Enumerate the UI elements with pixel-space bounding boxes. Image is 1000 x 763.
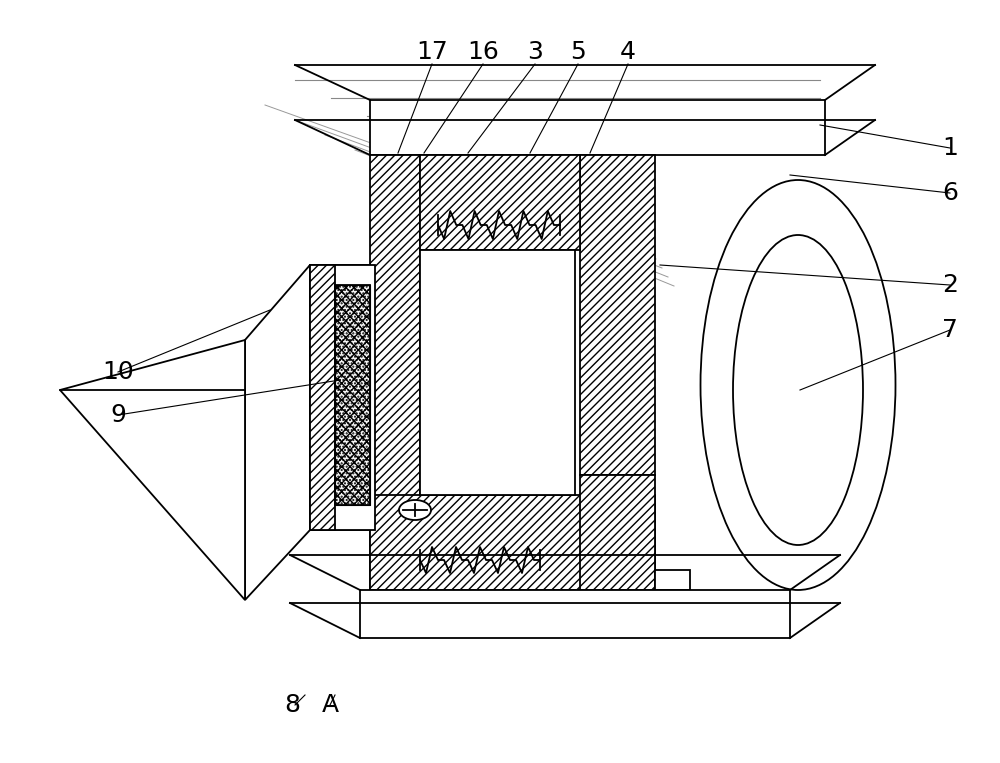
Text: 4: 4 [620, 40, 636, 64]
Text: 3: 3 [527, 40, 543, 64]
Text: 8: 8 [284, 693, 300, 717]
Bar [420, 250, 575, 495]
Polygon shape [60, 340, 245, 600]
Text: 9: 9 [110, 403, 126, 427]
Text: 2: 2 [942, 273, 958, 297]
Text: 1: 1 [942, 136, 958, 160]
Polygon shape [245, 265, 310, 600]
Polygon shape [245, 265, 420, 530]
Bar [420, 155, 580, 250]
Text: 7: 7 [942, 318, 958, 342]
Bar [310, 265, 335, 530]
Text: 17: 17 [416, 40, 448, 64]
Text: 16: 16 [467, 40, 499, 64]
Bar [370, 495, 655, 590]
Ellipse shape [700, 180, 896, 590]
Bar [310, 265, 375, 530]
Ellipse shape [733, 235, 863, 545]
Ellipse shape [399, 500, 431, 520]
Bar [580, 155, 655, 475]
Bar [580, 475, 655, 590]
Bar [370, 155, 420, 590]
Text: A: A [321, 693, 339, 717]
Bar [370, 100, 825, 155]
Text: 6: 6 [942, 181, 958, 205]
Bar [335, 285, 370, 505]
Text: 10: 10 [102, 360, 134, 384]
Bar [360, 590, 790, 638]
Bar [335, 285, 370, 505]
Text: 5: 5 [570, 40, 586, 64]
Bar [655, 570, 690, 590]
